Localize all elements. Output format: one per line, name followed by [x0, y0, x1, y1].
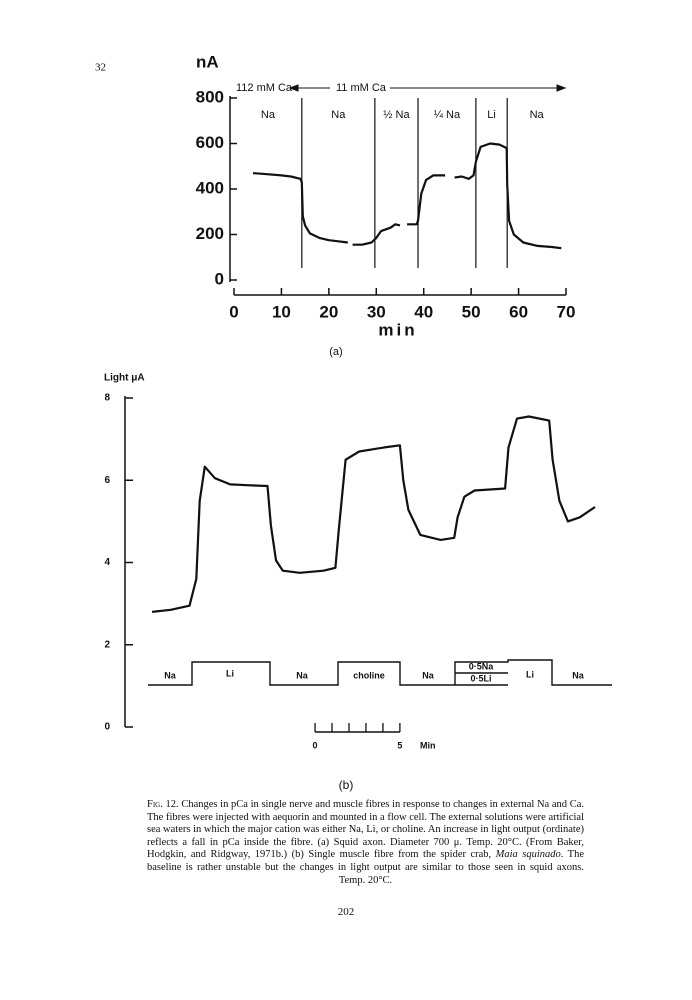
- caption-label: Fig. 12.: [147, 799, 179, 810]
- x-tick-label: 40: [414, 302, 433, 321]
- y-tick-label: 800: [196, 87, 224, 106]
- x-tick-label: 50: [462, 302, 481, 321]
- y-tick-label: 6: [104, 475, 110, 486]
- solution-label: ¼ Na: [434, 109, 461, 121]
- scale-label: 0: [313, 740, 318, 750]
- y-tick-label: 600: [196, 133, 224, 152]
- caption-text: . The baseline is rather unstable but th…: [147, 849, 584, 886]
- solution-label: Li: [487, 109, 496, 121]
- protocol-trace: [148, 659, 612, 686]
- solution-label: choline: [353, 670, 385, 680]
- solution-label: Na: [331, 109, 346, 121]
- y-tick-label: 200: [196, 224, 224, 243]
- y-tick-label: 8: [104, 393, 110, 404]
- trace: [252, 142, 562, 250]
- solution-label: Na: [572, 670, 584, 680]
- y-tick-label: 2: [104, 639, 110, 650]
- solution-label: Li: [226, 668, 234, 678]
- x-tick-label: 10: [272, 302, 291, 321]
- solution-label: Li: [526, 669, 534, 679]
- scale-label: 5: [397, 740, 402, 750]
- y-tick-label: 0: [104, 722, 110, 733]
- caption-text: Changes in pCa in single nerve and muscl…: [147, 799, 585, 861]
- solution-label: Na: [164, 670, 176, 680]
- x-tick-label: 70: [557, 302, 576, 321]
- arrow: [390, 84, 567, 92]
- panel-label: (b): [339, 778, 354, 792]
- x-tick-label: 30: [367, 302, 386, 321]
- y-axis-label: Light μA: [104, 373, 145, 384]
- x-axis-label: min: [378, 320, 417, 339]
- folio: 202: [337, 906, 355, 918]
- solution-label: 0·5Li: [470, 673, 491, 683]
- solution-label: Na: [530, 109, 545, 121]
- x-tick-label: 60: [509, 302, 528, 321]
- y-tick-label: 4: [104, 557, 110, 568]
- x-tick-label: 0: [229, 302, 238, 321]
- page-number: 32: [95, 62, 106, 74]
- species: Maia squinado: [495, 849, 561, 861]
- y-tick-label: 0: [215, 269, 224, 288]
- solution-label: Na: [422, 670, 434, 680]
- caption: Fig. 12. Changes in pCa in single nerve …: [147, 799, 584, 887]
- solution-label: Na: [296, 670, 308, 680]
- trace: [151, 415, 596, 613]
- solution-label: Na: [261, 109, 276, 121]
- y-tick-label: 400: [196, 178, 224, 197]
- solution-label: 0·5Na: [469, 661, 495, 671]
- solution-label: ½ Na: [383, 109, 410, 121]
- x-tick-label: 20: [319, 302, 338, 321]
- annotation: 11 mM Ca: [336, 82, 387, 94]
- panel-label: (a): [329, 346, 342, 358]
- annotation: 112 mM Ca: [236, 82, 293, 94]
- scale-unit: Min: [420, 740, 436, 750]
- arrow: [288, 84, 330, 92]
- y-axis-label: nA: [196, 52, 219, 71]
